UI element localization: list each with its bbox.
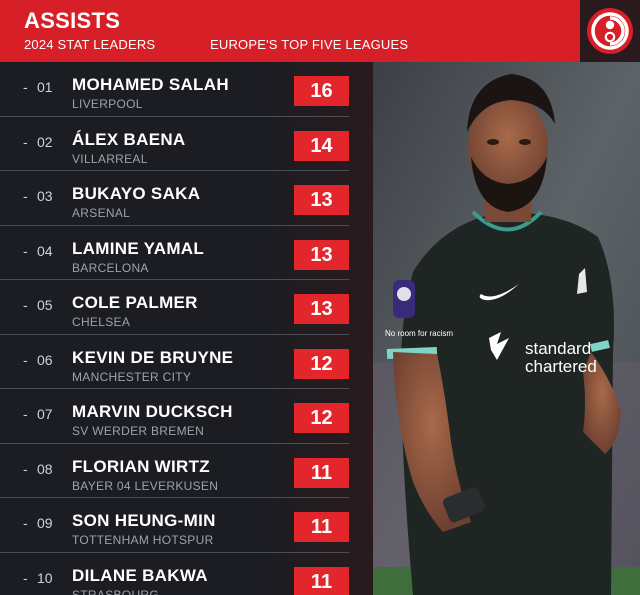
player-name: COLE PALMER [72, 293, 198, 312]
rank-number: 03 [37, 188, 53, 204]
assists-badge: 11 [294, 566, 349, 595]
row-divider [0, 442, 349, 444]
region-label: EUROPE'S TOP FIVE LEAGUES [210, 37, 409, 52]
rank-number: 09 [37, 515, 53, 531]
page-title: ASSISTS [24, 8, 121, 33]
leader-row: -05 COLE PALMER CHELSEA 13 [0, 280, 373, 335]
assists-badge: 12 [294, 403, 349, 433]
assists-badge: 14 [294, 130, 349, 161]
row-dash: - [23, 242, 28, 259]
leaders-list: -01 MOHAMED SALAH LIVERPOOL 16-02 ÁLEX BAENA… [0, 62, 373, 595]
rank-number: 02 [37, 133, 53, 150]
row-dash: - [23, 79, 28, 95]
row-dash: - [23, 406, 28, 422]
club-name: TOTTENHAM HOTSPUR [72, 533, 214, 547]
rank-number: 01 [37, 79, 53, 95]
row-divider [0, 170, 349, 171]
player-name: LAMINE YAMAL [72, 238, 205, 258]
rank-number: 06 [37, 351, 53, 368]
row-divider [0, 115, 349, 117]
row-divider [0, 497, 349, 498]
player-name: ÁLEX BAENA [72, 129, 186, 149]
row-divider [0, 551, 349, 553]
leader-row: -10 DILANE BAKWA STRASBOURG 11 [0, 553, 373, 595]
leader-row: -02 ÁLEX BAENA VILLARREAL 14 [0, 117, 373, 171]
player-name: DILANE BAKWA [72, 565, 208, 585]
row-dash: - [23, 569, 28, 586]
leader-row: -03 BUKAYO SAKA ARSENAL 13 [0, 171, 373, 226]
rank-number: 07 [37, 406, 53, 422]
club-name: ARSENAL [72, 206, 131, 220]
player-name: SON HEUNG-MIN [72, 511, 216, 530]
rank-number: 08 [37, 460, 53, 477]
row-divider [0, 279, 349, 280]
player-name: MARVIN DUCKSCH [72, 402, 233, 421]
leader-row: -01 MOHAMED SALAH LIVERPOOL 16 [0, 62, 373, 117]
assists-badge: 13 [294, 239, 349, 270]
leader-row: -06 KEVIN DE BRUYNE MANCHESTER CITY 12 [0, 335, 373, 389]
club-name: STRASBOURG [72, 587, 160, 595]
rank-number: 10 [37, 569, 53, 586]
player-name: FLORIAN WIRTZ [72, 456, 210, 476]
assists-badge: 11 [294, 457, 349, 488]
player-name: BUKAYO SAKA [72, 184, 201, 203]
club-name: CHELSEA [72, 315, 131, 329]
row-dash: - [23, 297, 28, 313]
row-dash: - [23, 188, 28, 204]
assists-badge: 12 [294, 348, 349, 379]
club-name: MANCHESTER CITY [72, 369, 192, 384]
club-name: SV WERDER BREMEN [72, 424, 205, 438]
assists-badge: 13 [294, 185, 349, 215]
player-name: MOHAMED SALAH [72, 75, 229, 94]
leader-row: -08 FLORIAN WIRTZ BAYER 04 LEVERKUSEN 11 [0, 444, 373, 498]
row-divider [0, 333, 349, 335]
sleeve-text: No room for racism [385, 329, 453, 338]
row-dash: - [23, 460, 28, 477]
assists-badge: 11 [294, 512, 349, 542]
club-name: LIVERPOOL [72, 97, 143, 111]
row-dash: - [23, 351, 28, 368]
rank-number: 05 [37, 297, 53, 313]
sponsor-line-2: chartered [525, 357, 597, 376]
player-name: KEVIN DE BRUYNE [72, 347, 234, 367]
row-divider [0, 224, 349, 226]
club-name: BARCELONA [72, 260, 149, 275]
club-name: BAYER 04 LEVERKUSEN [72, 478, 219, 493]
rank-number: 04 [37, 242, 53, 259]
leader-row: -07 MARVIN DUCKSCH SV WERDER BREMEN 12 [0, 389, 373, 444]
row-dash: - [23, 133, 28, 150]
row-divider [0, 388, 349, 389]
header-banner: ASSISTS 2024 STAT LEADERS EUROPE'S TOP F… [0, 0, 580, 62]
brand-logo-icon [587, 8, 633, 54]
sponsor-line-1: standard [525, 339, 591, 358]
row-dash: - [23, 515, 28, 531]
assists-badge: 16 [294, 76, 349, 106]
assists-badge: 13 [294, 294, 349, 324]
club-name: VILLARREAL [72, 151, 148, 166]
leader-row: -04 LAMINE YAMAL BARCELONA 13 [0, 226, 373, 280]
player-photo: standard chartered No room for racism [373, 62, 640, 595]
leader-row: -09 SON HEUNG-MIN TOTTENHAM HOTSPUR 11 [0, 498, 373, 553]
page-subtitle: 2024 STAT LEADERS [24, 37, 156, 52]
